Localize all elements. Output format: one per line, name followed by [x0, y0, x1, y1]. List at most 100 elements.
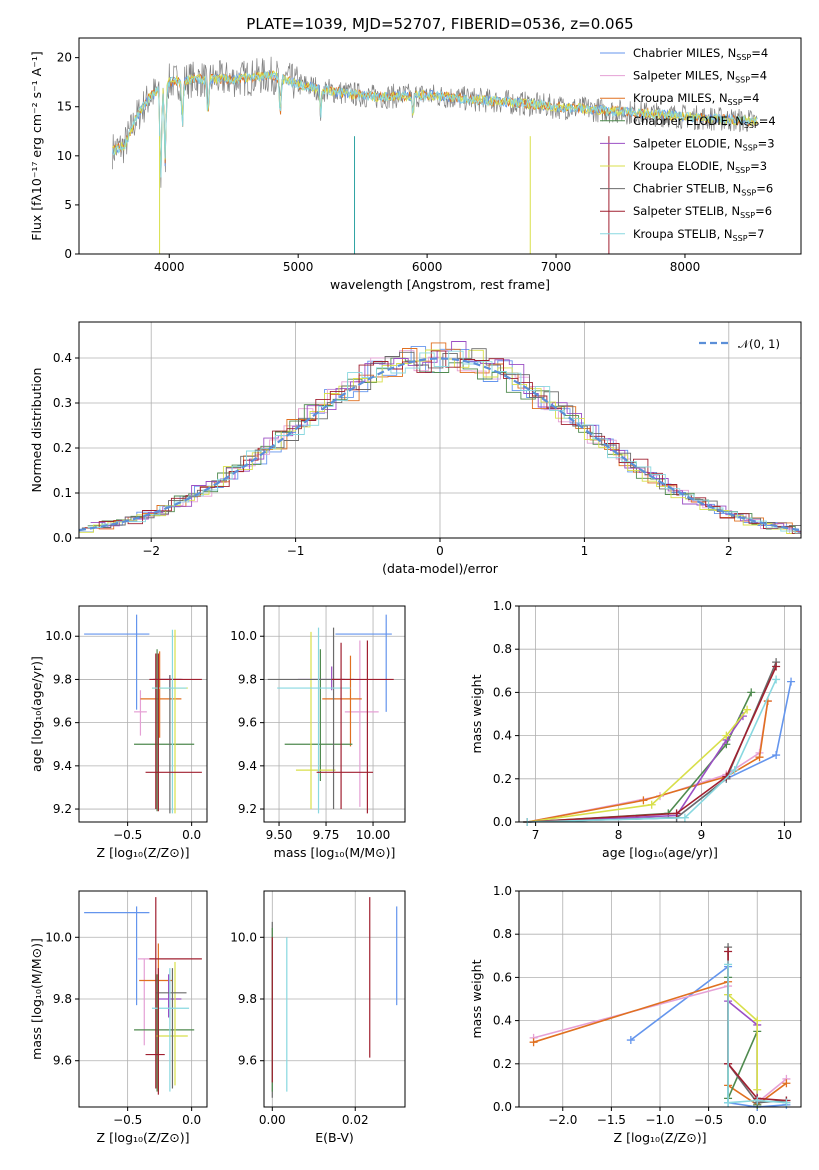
x-tick-label: −0.5	[694, 1113, 723, 1127]
panel-mass_vs_Z: −0.5 0.0 9.6 9.8 10.0 Z [log₁₀(Z/Z⊙)] mass [lo…	[29, 890, 208, 1145]
plus-marker	[753, 1096, 762, 1105]
data-point	[84, 614, 150, 710]
plus-marker	[724, 1098, 733, 1107]
panel-age_vs_Z: −0.5 0.0 9.2 9.4 9.6 9.8 10.0 Z [log₁₀(Z/Z⊙)] ag…	[29, 605, 208, 860]
y-tick-label: 0	[64, 247, 72, 261]
residual-histogram	[79, 349, 801, 534]
x-tick-label: 10	[777, 828, 792, 842]
data-point	[149, 897, 202, 1089]
x-tick-label: 0.00	[259, 1113, 286, 1127]
x-tick-label: 0.0	[182, 1113, 201, 1127]
data-point	[134, 649, 195, 812]
y-tick-label: 0.4	[493, 1014, 512, 1028]
y-tick-label: 9.6	[53, 716, 72, 730]
plus-marker	[753, 1085, 762, 1094]
x-tick-label: 0	[436, 544, 444, 558]
x-tick-label: 6000	[412, 260, 443, 274]
plus-marker	[755, 753, 764, 762]
y-axis-label: Normed distribution	[29, 368, 44, 493]
data-point	[84, 906, 150, 1006]
axes-frame	[78, 605, 208, 823]
panel-residuals: −2 −1 0 1 2 0.0 0.1 0.2 0.3 0.4 (data-model)/error…	[29, 321, 802, 576]
y-tick-label: 0.0	[493, 1100, 512, 1114]
y-tick-label: 9.2	[53, 802, 72, 816]
y-tick-label: 0.2	[53, 441, 72, 455]
y-tick-label: 0.2	[493, 1057, 512, 1071]
model-spectrum	[112, 70, 758, 173]
plus-marker	[722, 772, 731, 781]
plot-area	[523, 658, 796, 826]
residual-histogram	[84, 342, 801, 532]
plus-marker	[782, 1079, 791, 1088]
plot-area	[529, 943, 791, 1111]
x-tick-label: 1	[581, 544, 589, 558]
x-tick-label: 10.00	[356, 828, 390, 842]
y-tick-label: 10.0	[45, 930, 72, 944]
y-tick-label: 0.0	[53, 531, 72, 545]
data-point	[134, 690, 147, 736]
residual-histogram	[87, 350, 801, 534]
y-tick-label: 9.6	[53, 1054, 72, 1068]
axes-frame	[518, 890, 802, 1108]
legend-label: Salpeter ELODIE, NSSP=3	[633, 136, 775, 152]
x-tick-label: −0.5	[113, 1113, 142, 1127]
x-tick-label: −2	[142, 544, 160, 558]
plus-marker	[747, 688, 756, 697]
axes-frame	[263, 890, 406, 1108]
plus-marker	[787, 677, 796, 686]
plus-marker	[772, 675, 781, 684]
x-axis-label: Z [log₁₀(Z/Z⊙)]	[614, 1130, 707, 1145]
plus-marker	[626, 1036, 635, 1045]
plot-area	[267, 614, 394, 814]
legend-label: Kroupa STELIB, NSSP=7	[633, 227, 764, 243]
y-tick-label: 9.8	[53, 992, 72, 1006]
x-tick-label: −1.5	[597, 1113, 626, 1127]
axes-frame	[78, 321, 802, 539]
y-tick-label: 0.3	[53, 396, 72, 410]
x-tick-label: 4000	[154, 260, 185, 274]
x-axis-label: age [log₁₀(age/yr)]	[602, 845, 718, 860]
plus-marker	[772, 662, 781, 671]
x-tick-label: −2.0	[548, 1113, 577, 1127]
weight-series	[527, 709, 748, 823]
plus-marker	[753, 1016, 762, 1025]
residual-histogram	[87, 357, 801, 534]
y-tick-label: 9.8	[238, 992, 257, 1006]
panel-weight_vs_Z: −2.0 −1.5 −1.0 −0.5 0.0 0.0 0.2 0.4 0.6 0.8 1.0 Z […	[469, 884, 802, 1145]
y-tick-label: 9.2	[238, 802, 257, 816]
y-tick-label: 0.1	[53, 486, 72, 500]
data-point	[155, 961, 188, 1086]
y-axis-label: age [log₁₀(age/yr)]	[29, 656, 44, 772]
x-tick-label: 0.0	[182, 828, 201, 842]
axes-frame	[263, 605, 406, 823]
x-tick-label: −1.0	[645, 1113, 674, 1127]
y-tick-label: 9.4	[53, 759, 72, 773]
data-point	[145, 968, 165, 1095]
y-tick-label: 10	[57, 149, 72, 163]
y-tick-label: 10.0	[230, 629, 257, 643]
figure-title: PLATE=1039, MJD=52707, FIBERID=0536, z=0…	[246, 15, 633, 33]
legend-label: Salpeter STELIB, NSSP=6	[633, 204, 772, 220]
y-tick-label: 0.6	[493, 685, 512, 699]
y-tick-label: 1.0	[493, 599, 512, 613]
y-axis-label: Flux [fλ10⁻¹⁷ erg cm⁻² s⁻¹ A⁻¹]	[29, 51, 44, 240]
panel-mass_vs_ebv: 0.00 0.02 9.6 9.8 10.0 E(B-V)	[230, 890, 406, 1145]
plus-marker	[639, 796, 648, 805]
data-point	[322, 655, 362, 747]
weight-series	[727, 977, 758, 1105]
plot-area	[84, 614, 202, 814]
y-tick-label: 9.8	[238, 672, 257, 686]
legend-label: Kroupa MILES, NSSP=4	[633, 91, 759, 107]
data-point	[277, 627, 351, 814]
plot-area	[78, 341, 802, 534]
legend-label: Chabrier MILES, NSSP=4	[633, 46, 768, 62]
panel-weight_vs_age: 7 8 9 10 0.0 0.2 0.4 0.6 0.8 1.0 age [log₁₀(age/yr…	[469, 599, 802, 860]
y-axis-label: mass weight	[469, 959, 484, 1038]
legend-label: 𝒩(0, 1)	[738, 337, 780, 351]
plus-marker	[647, 800, 656, 809]
data-point	[295, 631, 336, 810]
normal-distribution-curve	[78, 357, 802, 532]
plus-marker	[722, 731, 731, 740]
plus-marker	[680, 813, 689, 822]
y-tick-label: 20	[57, 51, 72, 65]
